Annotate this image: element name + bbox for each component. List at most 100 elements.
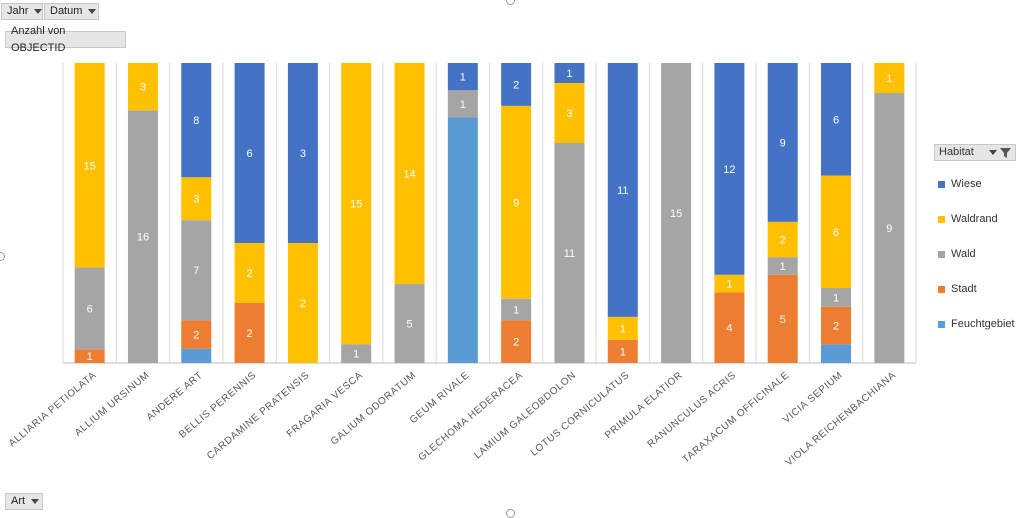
x-tick-label: LOTUS CORNICULATUS [529, 370, 632, 459]
chevron-down-icon [34, 9, 43, 14]
bar-segment-waldrand[interactable] [181, 177, 212, 221]
bar-segment-wiese[interactable] [607, 63, 638, 317]
legend-label: Stadt [951, 283, 977, 295]
legend-swatch [938, 215, 945, 223]
data-label: 15 [84, 160, 96, 172]
bar-segment-wiese[interactable] [554, 63, 585, 83]
bar-segment-wiese[interactable] [234, 63, 265, 243]
x-tick-label: VIOLA REICHENBACHIANA [784, 370, 899, 469]
data-label: 1 [460, 72, 466, 84]
axis-field-art-button[interactable]: Art [5, 493, 43, 510]
bar-segment-wald[interactable] [554, 143, 585, 363]
bar-segment-stadt[interactable] [607, 339, 638, 363]
bar-segment-waldrand[interactable] [234, 243, 265, 303]
data-label: 2 [780, 234, 786, 246]
x-tick-label: GLECHOMA HEDERACEA [417, 370, 526, 464]
bar-segment-waldrand[interactable] [874, 63, 905, 93]
bar-segment-stadt[interactable] [74, 349, 105, 363]
data-label: 1 [513, 304, 519, 316]
bar-segment-wiese[interactable] [181, 63, 212, 178]
bar-segment-waldrand[interactable] [767, 221, 798, 258]
data-label: 12 [723, 164, 735, 176]
bar-segment-wiese[interactable] [501, 63, 532, 106]
legend-item-wiese[interactable]: Wiese [938, 178, 982, 190]
legend-item-stadt[interactable]: Stadt [938, 283, 977, 295]
legend-item-waldrand[interactable]: Waldrand [938, 213, 998, 225]
bar-segment-wald[interactable] [874, 93, 905, 363]
data-label: 5 [406, 319, 412, 331]
bar-segment-wiese[interactable] [287, 63, 318, 243]
bar-segment-wald[interactable] [341, 344, 372, 363]
filter-jahr-button[interactable]: Jahr [1, 3, 43, 20]
bar-segment-waldrand[interactable] [74, 63, 105, 268]
bar-segment-waldrand[interactable] [341, 63, 372, 345]
axis-field-label: Art [11, 495, 26, 507]
bar-segment-stadt[interactable] [767, 274, 798, 363]
data-label: 2 [513, 79, 519, 91]
bar-segment-waldrand[interactable] [127, 63, 158, 111]
data-label: 1 [460, 99, 466, 111]
bar-segment-stadt[interactable] [821, 306, 852, 345]
data-label: 9 [513, 197, 519, 209]
bar-segment-wiese[interactable] [767, 63, 798, 222]
bar-segment-wald[interactable] [447, 90, 478, 118]
data-label: 2 [247, 328, 253, 340]
bar-segment-wald[interactable] [661, 63, 692, 363]
data-label: 15 [350, 199, 362, 211]
data-label: 7 [193, 265, 199, 277]
data-label: 9 [886, 223, 892, 235]
bar-segment-wald[interactable] [394, 284, 425, 363]
data-label: 11 [564, 248, 575, 260]
x-tick-label: LAMIUM GALEOBDOLON [472, 370, 578, 461]
data-label: 6 [833, 114, 839, 126]
bar-segment-wald[interactable] [501, 298, 532, 321]
data-label: 2 [193, 329, 199, 341]
data-label: 16 [137, 232, 149, 244]
bar-segment-wiese[interactable] [447, 63, 478, 91]
legend-label: Waldrand [951, 213, 998, 225]
bar-segment-feuchtgebiet[interactable] [181, 348, 212, 363]
data-label: 11 [617, 185, 628, 197]
data-label: 3 [193, 194, 199, 206]
resize-handle-left[interactable] [0, 252, 5, 261]
legend-item-feuchtgebiet[interactable]: Feuchtgebiet [938, 318, 1015, 330]
legend-field-button[interactable]: Habitat [934, 144, 1016, 161]
bar-segment-wald[interactable] [181, 220, 212, 321]
legend-item-wald[interactable]: Wald [938, 248, 976, 260]
bar-segment-waldrand[interactable] [714, 274, 745, 293]
x-tick-label: CARDAMINE PRATENSIS [205, 370, 312, 462]
legend-swatch [938, 285, 945, 293]
legend-label: Wald [951, 248, 976, 260]
bar-segment-waldrand[interactable] [821, 175, 852, 289]
bar-segment-waldrand[interactable] [394, 63, 425, 285]
bar-segment-wald[interactable] [767, 257, 798, 275]
bar-segment-wald[interactable] [127, 110, 158, 363]
value-field-button[interactable]: Anzahl von OBJECTID [5, 25, 126, 54]
bar-segment-wald[interactable] [74, 267, 105, 350]
data-label: 4 [726, 323, 732, 335]
legend: Habitat Wiese Waldrand Wald Stadt Feuchtgebi… [934, 144, 1016, 330]
bar-segment-stadt[interactable] [714, 292, 745, 363]
bar-segment-stadt[interactable] [181, 320, 212, 349]
bar-segment-feuchtgebiet[interactable] [447, 117, 478, 363]
filter-datum-button[interactable]: Datum [44, 3, 99, 20]
data-label: 3 [300, 148, 306, 160]
bar-segment-wiese[interactable] [714, 63, 745, 275]
data-label: 1 [620, 323, 626, 335]
value-field-label: Anzahl von OBJECTID [11, 24, 66, 54]
bar-segment-wiese[interactable] [821, 63, 852, 176]
bar-segment-waldrand[interactable] [287, 243, 318, 363]
bar-segment-stadt[interactable] [234, 303, 265, 363]
bar-segment-feuchtgebiet[interactable] [821, 344, 852, 363]
bar-segment-waldrand[interactable] [554, 83, 585, 143]
filter-datum-label: Datum [50, 5, 83, 17]
bar-segment-stadt[interactable] [501, 320, 532, 363]
bar-segment-wald[interactable] [821, 288, 852, 307]
bar-segment-waldrand[interactable] [501, 105, 532, 299]
data-label: 1 [780, 261, 786, 273]
resize-handle-top[interactable] [506, 0, 515, 5]
bar-segment-waldrand[interactable] [607, 316, 638, 340]
legend-swatch [938, 250, 945, 258]
data-label: 6 [247, 148, 253, 160]
